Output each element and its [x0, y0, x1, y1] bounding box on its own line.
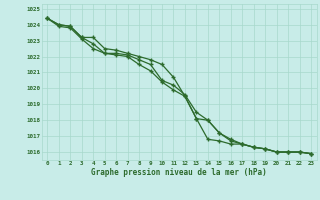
X-axis label: Graphe pression niveau de la mer (hPa): Graphe pression niveau de la mer (hPa): [91, 168, 267, 177]
